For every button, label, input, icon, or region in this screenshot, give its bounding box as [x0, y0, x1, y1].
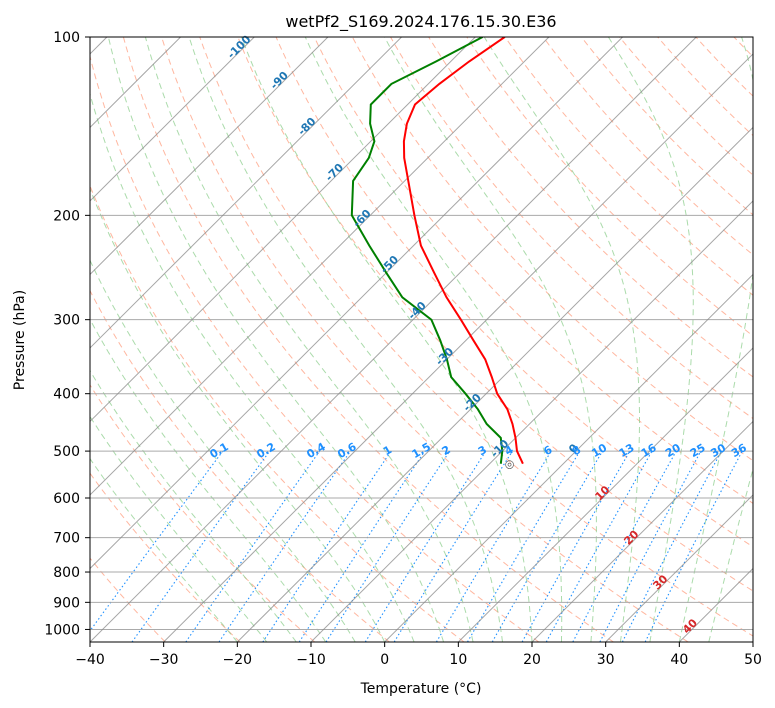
mixing-ratio-line [131, 450, 271, 642]
isotherm-line [90, 37, 697, 642]
moist-adiabat-line [678, 37, 753, 642]
mixing-ratio-line [572, 450, 677, 642]
moist-adiabat-line [241, 37, 533, 642]
axes: −40 −30 −20 −10 0 10 20 30 40 50 1000 900 800 700 600 5… [44, 30, 762, 668]
dry-adiabat-line [122, 37, 614, 642]
y-tick-label: 100 [53, 30, 80, 46]
isotherm-line [90, 37, 255, 202]
y-tick-label: 300 [53, 313, 80, 329]
isotherm-line [90, 37, 550, 496]
profile-marker: ◎ [505, 458, 515, 471]
moist-adiabat-line [384, 37, 597, 642]
y-tick-label: 700 [53, 531, 80, 547]
y-tick-label: 1000 [44, 622, 80, 638]
y-tick-label: 500 [53, 444, 80, 460]
mixing-ratio-line [545, 450, 653, 642]
isotherm-line [605, 494, 753, 642]
mixing-ratio-line [185, 450, 321, 642]
mixing-ratio-line [393, 450, 513, 642]
y-tick-label: 800 [53, 565, 80, 581]
moist-adiabat-line [90, 187, 386, 642]
moist-adiabat-line [90, 369, 297, 642]
isotherm-line [384, 273, 753, 642]
dry-adiabat-line [351, 37, 753, 462]
moist-adiabat-line [483, 37, 640, 642]
mixing-ratio-line [364, 450, 487, 642]
isotherm-line [90, 37, 329, 276]
x-axis-label: Temperature (°C) [360, 681, 482, 697]
moist-adiabat-line [90, 318, 327, 642]
mixing-ratio-line [90, 450, 224, 632]
y-axis-label: Pressure (hPa) [12, 290, 28, 390]
temperature-profile-line [402, 37, 524, 465]
dry-adiabat-line [466, 37, 753, 337]
y-tick-label: 600 [53, 491, 80, 507]
background-lines [90, 37, 753, 642]
x-tick-label: −10 [296, 652, 326, 668]
moist-adiabat-line [708, 467, 753, 642]
x-tick-label: 40 [670, 652, 688, 668]
y-tick-label: 400 [53, 387, 80, 403]
x-tick-label: 10 [449, 652, 467, 668]
dry-adiabat-line [619, 37, 753, 176]
dewpoint-profile-line [350, 37, 504, 464]
moist-adiabat-line [304, 37, 563, 642]
isotherm-line [531, 420, 753, 642]
isotherm-line [236, 126, 753, 642]
mixing-ratio-line [644, 450, 743, 642]
isotherm-line [752, 641, 753, 642]
moist-adiabat-line [90, 259, 356, 642]
x-tick-label: −40 [75, 652, 105, 668]
dry-adiabat-line [90, 472, 241, 642]
mixing-ratio-line [218, 450, 351, 642]
isotherm-line [90, 37, 623, 570]
dry-adiabat-line [90, 54, 540, 642]
x-tick-label: 20 [523, 652, 541, 668]
dry-adiabat-line [313, 37, 753, 505]
dry-adiabat-line [275, 37, 753, 548]
moist-adiabat-line [90, 415, 268, 642]
dry-adiabat-line [580, 37, 753, 216]
moist-adiabat-line [188, 37, 503, 642]
moist-adiabat-line [607, 37, 694, 642]
moist-adiabat-line [90, 457, 238, 642]
profile-lines [350, 37, 524, 465]
dry-adiabat-line [161, 37, 689, 642]
isotherm-line [90, 37, 402, 349]
y-tick-label: 900 [53, 595, 80, 611]
dry-adiabat-line [199, 37, 753, 637]
x-tick-label: 50 [744, 652, 762, 668]
x-tick-label: 0 [380, 652, 389, 668]
moist-adiabat-line [144, 37, 474, 642]
dry-adiabat-line [90, 289, 390, 642]
isotherm-line [457, 347, 753, 642]
x-tick-label: −30 [149, 652, 179, 668]
mixing-ratio-line [262, 450, 392, 642]
isotherm-line [163, 53, 753, 642]
mixing-ratio-line [298, 450, 426, 642]
plot-area [90, 37, 753, 642]
x-tick-label: 30 [597, 652, 615, 668]
dry-adiabat-line [237, 37, 753, 592]
y-tick-label: 200 [53, 208, 80, 224]
x-tick-label: −20 [223, 652, 253, 668]
isotherm-line [310, 200, 753, 642]
mixing-ratio-line [325, 450, 451, 642]
moist-adiabat-line [107, 37, 445, 642]
chart-title: wetPf2_S169.2024.176.15.30.E36 [285, 12, 556, 32]
mixing-ratio-line [521, 450, 631, 642]
plot-frame [89, 36, 754, 643]
